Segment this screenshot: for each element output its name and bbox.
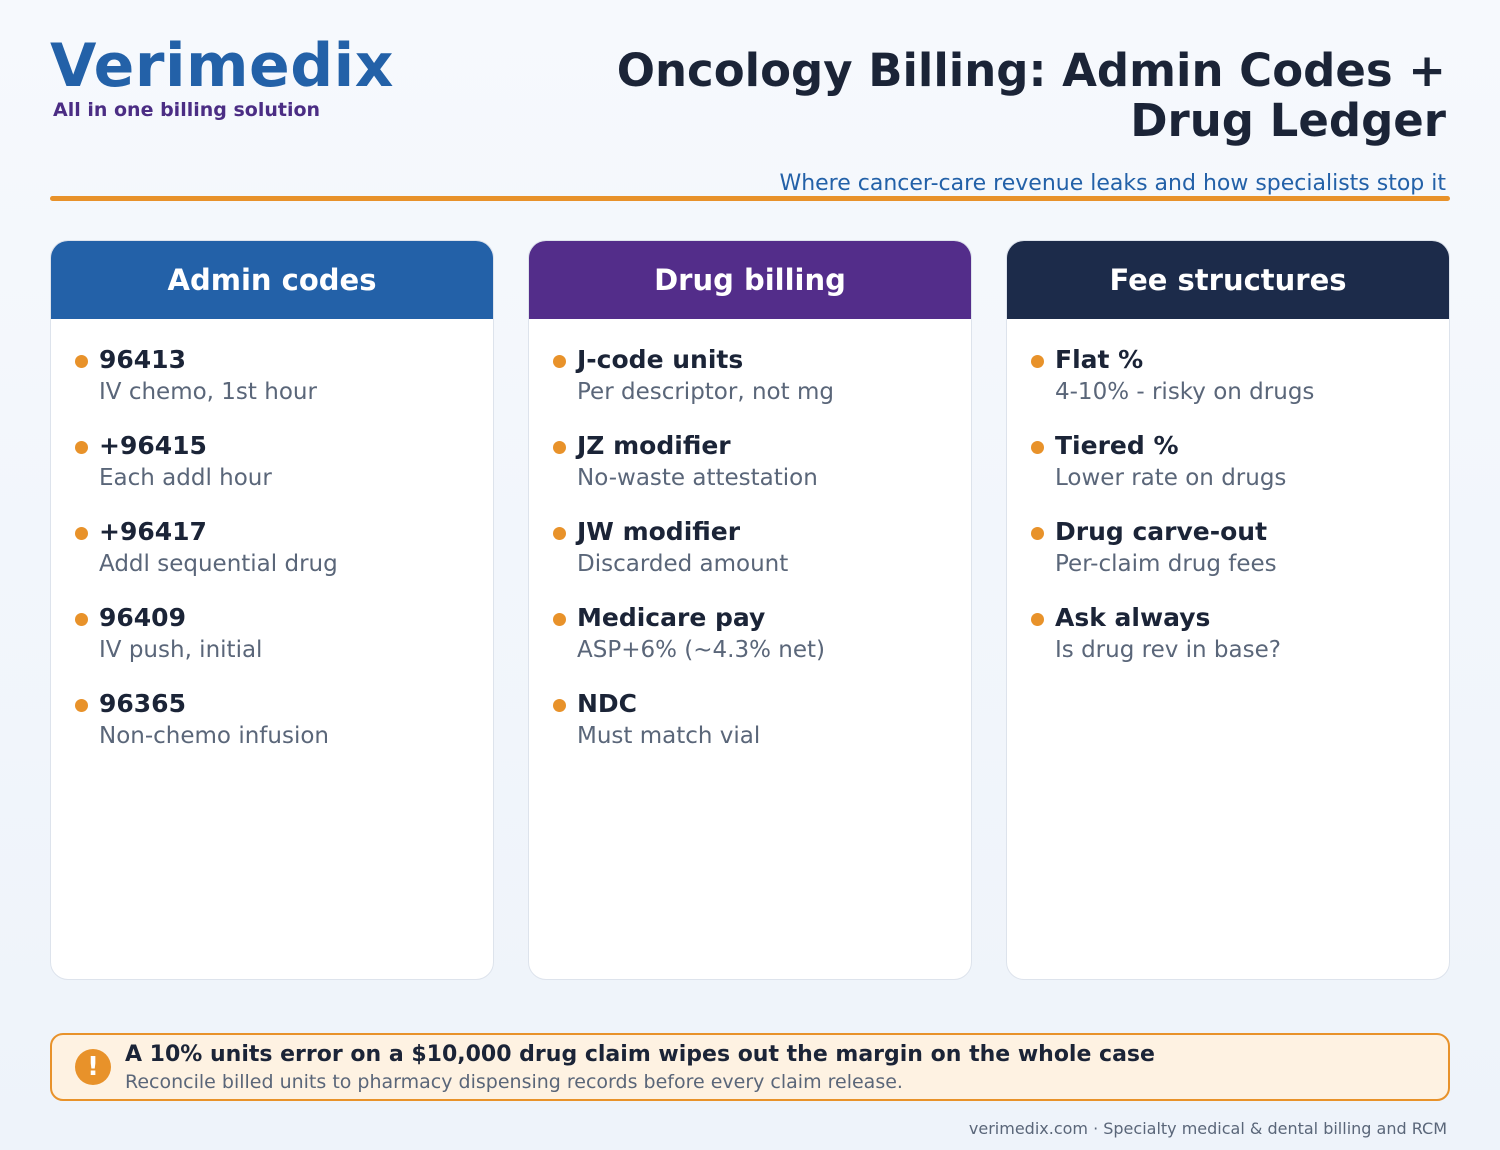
item-title: 96409 <box>99 603 186 632</box>
item-title: 96365 <box>99 689 186 718</box>
list-item: Tiered % Lower rate on drugs <box>1031 431 1425 517</box>
item-description: No-waste attestation <box>577 465 818 491</box>
bullet-icon <box>553 699 566 712</box>
list-item: J-code units Per descriptor, not mg <box>553 345 947 431</box>
brand-tagline: All in one billing solution <box>53 99 321 121</box>
card-list: Flat % 4-10% - risky on drugs Tiered % L… <box>1007 319 1449 689</box>
card-header: Admin codes <box>51 241 493 319</box>
item-title: Medicare pay <box>577 603 766 632</box>
list-item: NDC Must match vial <box>553 689 947 775</box>
item-description: IV push, initial <box>99 637 263 663</box>
callout-headline: A 10% units error on a $10,000 drug clai… <box>125 1042 1155 1067</box>
bullet-icon <box>75 441 88 454</box>
bullet-icon <box>1031 527 1044 540</box>
item-description: Discarded amount <box>577 551 789 577</box>
card-list: J-code units Per descriptor, not mg JZ m… <box>529 319 971 775</box>
card-list: 96413 IV chemo, 1st hour +96415 Each add… <box>51 319 493 775</box>
list-item: Flat % 4-10% - risky on drugs <box>1031 345 1425 431</box>
card-admin-codes: Admin codes 96413 IV chemo, 1st hour +96… <box>50 240 494 980</box>
footer-text: verimedix.com · Specialty medical & dent… <box>968 1119 1447 1138</box>
item-description: Must match vial <box>577 723 761 749</box>
callout-subtext: Reconcile billed units to pharmacy dispe… <box>125 1071 903 1093</box>
card-drug-billing: Drug billing J-code units Per descriptor… <box>528 240 972 980</box>
list-item: Ask always Is drug rev in base? <box>1031 603 1425 689</box>
item-title: Tiered % <box>1055 431 1179 460</box>
item-title: JW modifier <box>577 517 741 546</box>
list-item: JW modifier Discarded amount <box>553 517 947 603</box>
list-item: 96365 Non-chemo infusion <box>75 689 469 775</box>
brand-logo: Verimedix All in one billing solution <box>50 28 394 121</box>
item-title: +96417 <box>99 517 207 546</box>
bullet-icon <box>75 527 88 540</box>
bullet-icon <box>1031 613 1044 626</box>
card-header: Drug billing <box>529 241 971 319</box>
warning-callout: ! A 10% units error on a $10,000 drug cl… <box>50 1033 1450 1101</box>
card-header: Fee structures <box>1007 241 1449 319</box>
item-title: +96415 <box>99 431 207 460</box>
item-title: J-code units <box>577 345 744 374</box>
item-description: 4-10% - risky on drugs <box>1055 379 1315 405</box>
item-description: Each addl hour <box>99 465 272 491</box>
item-description: ASP+6% (~4.3% net) <box>577 637 825 663</box>
list-item: JZ modifier No-waste attestation <box>553 431 947 517</box>
bullet-icon <box>1031 355 1044 368</box>
item-title: JZ modifier <box>577 431 731 460</box>
item-description: Addl sequential drug <box>99 551 338 577</box>
item-description: IV chemo, 1st hour <box>99 379 317 405</box>
exclamation-icon: ! <box>75 1049 111 1085</box>
page-title: Oncology Billing: Admin Codes + Drug Led… <box>616 44 1446 147</box>
bullet-icon <box>75 355 88 368</box>
list-item: +96417 Addl sequential drug <box>75 517 469 603</box>
list-item: 96413 IV chemo, 1st hour <box>75 345 469 431</box>
item-description: Per descriptor, not mg <box>577 379 834 405</box>
item-description: Non-chemo infusion <box>99 723 329 749</box>
item-description: Per-claim drug fees <box>1055 551 1277 577</box>
list-item: Medicare pay ASP+6% (~4.3% net) <box>553 603 947 689</box>
card-fee-structures: Fee structures Flat % 4-10% - risky on d… <box>1006 240 1450 980</box>
item-title: 96413 <box>99 345 186 374</box>
page-subtitle: Where cancer-care revenue leaks and how … <box>779 171 1446 196</box>
bullet-icon <box>75 613 88 626</box>
item-description: Lower rate on drugs <box>1055 465 1287 491</box>
bullet-icon <box>553 527 566 540</box>
bullet-icon <box>553 613 566 626</box>
bullet-icon <box>75 699 88 712</box>
bullet-icon <box>553 355 566 368</box>
item-title: NDC <box>577 689 638 718</box>
item-title: Drug carve-out <box>1055 517 1268 546</box>
item-title: Flat % <box>1055 345 1144 374</box>
list-item: Drug carve-out Per-claim drug fees <box>1031 517 1425 603</box>
list-item: 96409 IV push, initial <box>75 603 469 689</box>
header: Oncology Billing: Admin Codes + Drug Led… <box>606 46 1446 146</box>
bullet-icon <box>553 441 566 454</box>
item-title: Ask always <box>1055 603 1211 632</box>
list-item: +96415 Each addl hour <box>75 431 469 517</box>
bullet-icon <box>1031 441 1044 454</box>
header-divider <box>50 196 1450 201</box>
brand-name: Verimedix <box>50 31 394 101</box>
item-description: Is drug rev in base? <box>1055 637 1281 663</box>
